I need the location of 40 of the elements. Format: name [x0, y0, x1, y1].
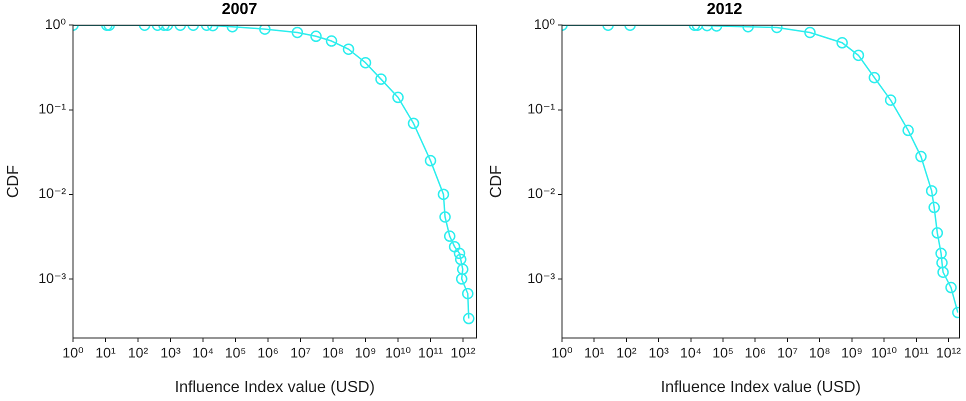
- x-tick-label: 10⁷: [290, 344, 311, 360]
- x-tick-label: 10⁶: [744, 344, 766, 360]
- x-tick-label: 10¹²: [450, 344, 476, 360]
- y-tick-label: 10⁻¹: [38, 100, 66, 117]
- x-tick-label: 10⁸: [808, 344, 830, 360]
- x-tick-label: 10⁸: [322, 344, 344, 360]
- x-tick-label: 10⁴: [680, 344, 702, 360]
- x-tick-label: 10⁵: [712, 344, 734, 360]
- x-tick-label: 10¹⁰: [385, 344, 412, 360]
- x-axis-title: Influence Index value (USD): [660, 378, 861, 396]
- y-tick-label: 10⁰: [44, 16, 66, 32]
- x-tick-label: 10¹¹: [904, 344, 930, 360]
- y-tick-label: 10⁻²: [527, 185, 556, 202]
- x-axis-title: Influence Index value (USD): [174, 378, 375, 396]
- y-tick-label: 10⁻¹: [527, 100, 556, 117]
- y-tick-label: 10⁰: [534, 16, 556, 32]
- x-tick-label: 10³: [648, 344, 670, 360]
- x-tick-label: 10¹: [95, 344, 116, 360]
- chart-title: 2012: [706, 1, 742, 18]
- x-tick-label: 10²: [128, 344, 148, 360]
- x-tick-label: 10¹: [584, 344, 605, 360]
- x-tick-label: 10⁹: [841, 344, 863, 360]
- y-tick-label: 10⁻³: [38, 270, 66, 286]
- y-tick-label: 10⁻³: [527, 270, 556, 286]
- x-tick-label: 10⁷: [777, 344, 798, 360]
- x-tick-label: 10¹¹: [418, 344, 444, 360]
- x-tick-label: 10⁶: [257, 344, 279, 360]
- x-tick-label: 10⁰: [551, 344, 573, 360]
- x-tick-label: 10⁹: [354, 344, 376, 360]
- x-tick-label: 10⁵: [224, 344, 246, 360]
- y-axis-title: CDF: [488, 164, 506, 198]
- x-tick-label: 10⁴: [192, 344, 214, 360]
- x-tick-label: 10³: [160, 344, 181, 360]
- x-tick-label: 10⁰: [62, 344, 84, 360]
- y-tick-label: 10⁻²: [38, 185, 66, 202]
- y-axis-title: CDF: [5, 164, 22, 198]
- x-tick-label: 10¹⁰: [871, 344, 898, 360]
- x-tick-label: 10¹²: [936, 344, 962, 360]
- chart-title: 2007: [222, 1, 258, 18]
- x-tick-label: 10²: [616, 344, 637, 360]
